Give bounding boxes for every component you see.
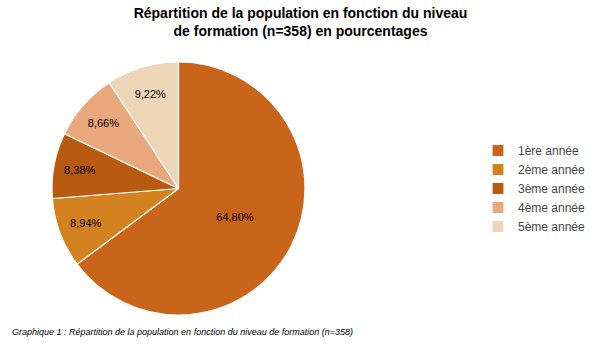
svg-text:3ème année: 3ème année <box>518 182 585 196</box>
svg-text:4ème année: 4ème année <box>518 201 585 215</box>
svg-text:1ère année: 1ère année <box>518 144 579 158</box>
svg-text:64,80%: 64,80% <box>216 211 254 223</box>
svg-text:8,66%: 8,66% <box>88 117 119 129</box>
svg-text:5ème année: 5ème année <box>518 220 585 234</box>
svg-text:Graphique 1 : Répartition de l: Graphique 1 : Répartition de la populati… <box>12 327 353 337</box>
svg-text:8,94%: 8,94% <box>70 217 101 229</box>
svg-text:8,38%: 8,38% <box>64 164 95 176</box>
svg-text:Répartition de la population e: Répartition de la population en fonction… <box>134 5 468 39</box>
svg-text:2ème année: 2ème année <box>518 163 585 177</box>
svg-text:9,22%: 9,22% <box>135 88 166 100</box>
